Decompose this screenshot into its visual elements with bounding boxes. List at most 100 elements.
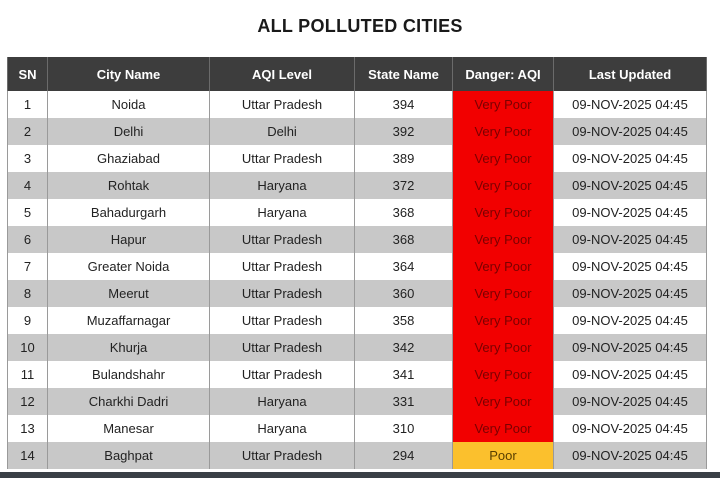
- cell-sn: 4: [7, 172, 48, 199]
- cell-last-updated: 09-NOV-2025 04:45: [553, 91, 707, 118]
- cell-sn: 8: [7, 280, 48, 307]
- cell-danger-aqi: Very Poor: [452, 199, 554, 226]
- cell-state-name: 294: [354, 442, 453, 469]
- cell-city-name: Ghaziabad: [47, 145, 210, 172]
- cell-state-name: 331: [354, 388, 453, 415]
- table-row: 10 Khurja Uttar Pradesh 342 Very Poor 09-NOV-…: [7, 334, 707, 361]
- cell-sn: 14: [7, 442, 48, 469]
- cell-city-name: Rohtak: [47, 172, 210, 199]
- page-title: ALL POLLUTED CITIES: [257, 16, 463, 36]
- cell-city-name: Muzaffarnagar: [47, 307, 210, 334]
- cell-aqi-level: Haryana: [209, 172, 355, 199]
- cell-state-name: 372: [354, 172, 453, 199]
- cell-last-updated: 09-NOV-2025 04:45: [553, 280, 707, 307]
- cell-state-name: 310: [354, 415, 453, 442]
- cell-last-updated: 09-NOV-2025 04:45: [553, 334, 707, 361]
- cell-state-name: 368: [354, 226, 453, 253]
- cell-sn: 10: [7, 334, 48, 361]
- cell-sn: 13: [7, 415, 48, 442]
- table-row: 14 Baghpat Uttar Pradesh 294 Poor 09-NOV-2025…: [7, 442, 707, 469]
- column-header-state-name[interactable]: State Name: [354, 57, 453, 91]
- cell-sn: 6: [7, 226, 48, 253]
- cell-city-name: Greater Noida: [47, 253, 210, 280]
- cell-state-name: 392: [354, 118, 453, 145]
- cell-last-updated: 09-NOV-2025 04:45: [553, 145, 707, 172]
- cell-aqi-level: Uttar Pradesh: [209, 226, 355, 253]
- column-header-last-updated[interactable]: Last Updated: [553, 57, 707, 91]
- cell-sn: 7: [7, 253, 48, 280]
- table-row: 12 Charkhi Dadri Haryana 331 Very Poor 09-NOV…: [7, 388, 707, 415]
- cell-danger-aqi: Very Poor: [452, 334, 554, 361]
- cell-state-name: 342: [354, 334, 453, 361]
- cell-sn: 5: [7, 199, 48, 226]
- cell-aqi-level: Uttar Pradesh: [209, 334, 355, 361]
- cell-last-updated: 09-NOV-2025 04:45: [553, 172, 707, 199]
- cell-last-updated: 09-NOV-2025 04:45: [553, 307, 707, 334]
- bottom-bar: [0, 472, 720, 478]
- cell-state-name: 389: [354, 145, 453, 172]
- table-body: 1 Noida Uttar Pradesh 394 Very Poor 09-NOV-20…: [7, 91, 707, 469]
- cell-last-updated: 09-NOV-2025 04:45: [553, 442, 707, 469]
- cell-state-name: 368: [354, 199, 453, 226]
- cell-aqi-level: Uttar Pradesh: [209, 361, 355, 388]
- cell-last-updated: 09-NOV-2025 04:45: [553, 388, 707, 415]
- cell-sn: 9: [7, 307, 48, 334]
- cell-danger-aqi: Very Poor: [452, 91, 554, 118]
- cell-aqi-level: Delhi: [209, 118, 355, 145]
- cell-aqi-level: Haryana: [209, 199, 355, 226]
- column-header-aqi-level[interactable]: AQI Level: [209, 57, 355, 91]
- cell-danger-aqi: Very Poor: [452, 307, 554, 334]
- cell-city-name: Bahadurgarh: [47, 199, 210, 226]
- table-row: 5 Bahadurgarh Haryana 368 Very Poor 09-NOV-20…: [7, 199, 707, 226]
- cell-last-updated: 09-NOV-2025 04:45: [553, 199, 707, 226]
- table-row: 1 Noida Uttar Pradesh 394 Very Poor 09-NOV-20…: [7, 91, 707, 118]
- cell-sn: 3: [7, 145, 48, 172]
- table-row: 11 Bulandshahr Uttar Pradesh 341 Very Poor 09…: [7, 361, 707, 388]
- cell-last-updated: 09-NOV-2025 04:45: [553, 226, 707, 253]
- cell-danger-aqi: Very Poor: [452, 415, 554, 442]
- cell-city-name: Delhi: [47, 118, 210, 145]
- table-row: 6 Hapur Uttar Pradesh 368 Very Poor 09-NOV-20…: [7, 226, 707, 253]
- cell-danger-aqi: Very Poor: [452, 361, 554, 388]
- cell-city-name: Charkhi Dadri: [47, 388, 210, 415]
- cell-aqi-level: Uttar Pradesh: [209, 307, 355, 334]
- cell-sn: 2: [7, 118, 48, 145]
- column-header-city-name[interactable]: City Name: [47, 57, 210, 91]
- table-row: 8 Meerut Uttar Pradesh 360 Very Poor 09-NOV-2…: [7, 280, 707, 307]
- cell-danger-aqi: Very Poor: [452, 145, 554, 172]
- cell-sn: 11: [7, 361, 48, 388]
- table-row: 13 Manesar Haryana 310 Very Poor 09-NOV-2025 …: [7, 415, 707, 442]
- cell-city-name: Noida: [47, 91, 210, 118]
- cell-last-updated: 09-NOV-2025 04:45: [553, 118, 707, 145]
- column-header-danger-aqi[interactable]: Danger: AQI: [452, 57, 554, 91]
- cell-aqi-level: Uttar Pradesh: [209, 91, 355, 118]
- cell-sn: 12: [7, 388, 48, 415]
- cell-danger-aqi: Very Poor: [452, 280, 554, 307]
- cell-state-name: 360: [354, 280, 453, 307]
- cell-aqi-level: Haryana: [209, 388, 355, 415]
- cell-aqi-level: Haryana: [209, 415, 355, 442]
- cell-last-updated: 09-NOV-2025 04:45: [553, 253, 707, 280]
- cell-state-name: 358: [354, 307, 453, 334]
- column-header-sn[interactable]: SN: [7, 57, 48, 91]
- cell-danger-aqi: Very Poor: [452, 253, 554, 280]
- cell-danger-aqi: Very Poor: [452, 388, 554, 415]
- cell-city-name: Hapur: [47, 226, 210, 253]
- table-row: 3 Ghaziabad Uttar Pradesh 389 Very Poor 09-NO…: [7, 145, 707, 172]
- cell-danger-aqi: Very Poor: [452, 172, 554, 199]
- polluted-cities-table: SN City Name AQI Level State Name Danger…: [7, 57, 707, 469]
- cell-city-name: Bulandshahr: [47, 361, 210, 388]
- table-row: 4 Rohtak Haryana 372 Very Poor 09-NOV-2025 04…: [7, 172, 707, 199]
- cell-danger-aqi: Very Poor: [452, 226, 554, 253]
- cell-city-name: Khurja: [47, 334, 210, 361]
- cell-last-updated: 09-NOV-2025 04:45: [553, 361, 707, 388]
- cell-city-name: Meerut: [47, 280, 210, 307]
- table-row: 9 Muzaffarnagar Uttar Pradesh 358 Very Poor 0…: [7, 307, 707, 334]
- cell-aqi-level: Uttar Pradesh: [209, 442, 355, 469]
- cell-aqi-level: Uttar Pradesh: [209, 145, 355, 172]
- cell-danger-aqi: Very Poor: [452, 118, 554, 145]
- cell-state-name: 341: [354, 361, 453, 388]
- cell-city-name: Baghpat: [47, 442, 210, 469]
- cell-city-name: Manesar: [47, 415, 210, 442]
- cell-sn: 1: [7, 91, 48, 118]
